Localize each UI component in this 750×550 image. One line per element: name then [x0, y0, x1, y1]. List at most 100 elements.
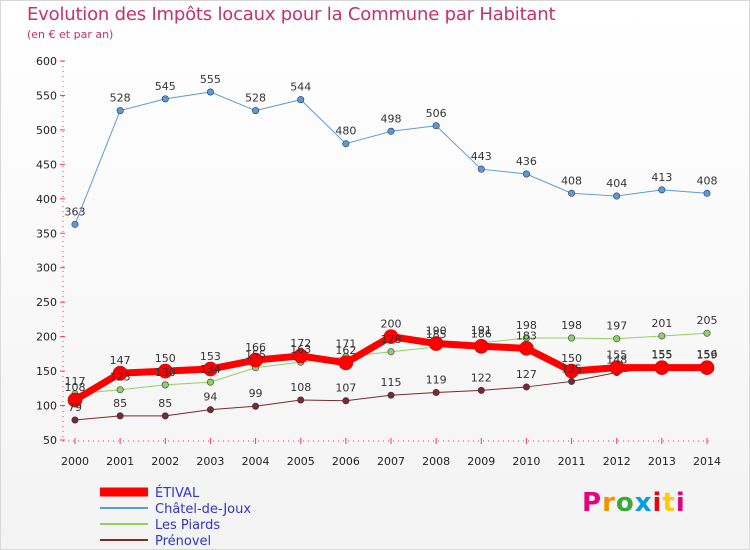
data-label-chatel-de-joux: 408: [697, 174, 718, 187]
data-label-etival: 155: [651, 349, 672, 362]
x-tick-label: 2004: [242, 455, 270, 468]
chart-series: [67, 88, 715, 424]
data-label-les-piards: 130: [155, 366, 176, 379]
data-label-prenovel: 85: [113, 397, 127, 410]
y-tick-label: 100: [36, 400, 57, 413]
data-label-les-piards: 178: [381, 333, 402, 346]
data-point-prenovel: [342, 397, 350, 405]
data-label-chatel-de-joux: 545: [155, 80, 176, 93]
data-point-chatel-de-joux: [206, 88, 214, 96]
data-label-etival: 108: [65, 381, 86, 394]
data-point-etival: [699, 360, 715, 375]
data-point-chatel-de-joux: [297, 96, 305, 104]
y-tick-label: 250: [36, 296, 57, 309]
data-label-chatel-de-joux: 408: [561, 174, 582, 187]
data-label-chatel-de-joux: 528: [110, 92, 131, 105]
data-point-chatel-de-joux: [568, 189, 576, 197]
data-label-etival: 147: [110, 354, 131, 367]
data-label-chatel-de-joux: 544: [290, 81, 311, 94]
chart-value-labels: 363 528 545 555 528 544 480 498 506 443 436 408 404 4…: [65, 73, 718, 414]
data-label-chatel-de-joux: 404: [606, 177, 627, 190]
y-tick-label: 500: [36, 124, 57, 137]
data-point-chatel-de-joux: [477, 165, 485, 173]
data-point-les-piards: [206, 378, 214, 386]
proxiti-logo: Proxiti: [582, 488, 686, 518]
data-point-etival: [428, 336, 444, 351]
data-label-les-piards: 197: [606, 320, 627, 333]
data-label-chatel-de-joux: 413: [651, 171, 672, 184]
data-label-prenovel: 79: [68, 401, 82, 414]
data-label-etival: 150: [155, 352, 176, 365]
data-label-chatel-de-joux: 498: [381, 112, 402, 125]
data-label-etival: 153: [200, 350, 221, 363]
logo-letter: o: [615, 488, 635, 518]
logo-letter: i: [675, 488, 686, 518]
x-tick-label: 2014: [693, 455, 721, 468]
chart-axes: 50 100 150 200 250 300 350 400 450 500 550 600 2000 2…: [36, 55, 721, 468]
data-label-prenovel: 156: [697, 348, 718, 361]
data-label-etival: 166: [245, 341, 266, 354]
data-label-etival: 150: [561, 352, 582, 365]
y-tick-label: 450: [36, 158, 57, 171]
data-label-etival: 186: [471, 327, 492, 340]
chart-title: Evolution des Impôts locaux pour la Comm…: [27, 4, 556, 25]
data-point-etival: [473, 338, 489, 354]
data-point-les-piards: [568, 334, 576, 342]
legend-label-chatel-de-joux: Châtel-de-Joux: [155, 502, 251, 517]
data-label-chatel-de-joux: 480: [335, 125, 356, 138]
data-point-chatel-de-joux: [71, 220, 79, 228]
data-point-chatel-de-joux: [432, 122, 440, 130]
x-tick-label: 2006: [332, 455, 360, 468]
data-label-chatel-de-joux: 436: [516, 155, 537, 168]
data-point-prenovel: [522, 383, 530, 391]
x-tick-label: 2009: [467, 455, 495, 468]
x-tick-label: 2005: [287, 455, 315, 468]
data-point-prenovel: [477, 386, 485, 394]
data-label-chatel-de-joux: 363: [65, 205, 86, 218]
data-point-les-piards: [703, 329, 711, 337]
data-point-etival: [338, 355, 354, 371]
x-tick-label: 2007: [377, 455, 405, 468]
data-point-etival: [564, 363, 579, 379]
logo-letter: r: [602, 488, 616, 518]
data-point-chatel-de-joux: [116, 107, 124, 115]
data-label-les-piards: 205: [697, 314, 718, 327]
data-point-chatel-de-joux: [342, 140, 350, 148]
data-label-les-piards: 185: [426, 328, 447, 341]
data-point-les-piards: [658, 332, 666, 340]
data-point-etival: [157, 363, 173, 379]
data-label-prenovel: 155: [651, 348, 672, 361]
data-label-etival: 155: [606, 349, 627, 362]
y-tick-label: 550: [36, 89, 57, 102]
data-label-les-piards: 155: [245, 349, 266, 362]
data-point-chatel-de-joux: [613, 192, 621, 200]
chart-subtitle: (en € et par an): [27, 28, 114, 41]
x-tick-label: 2011: [558, 455, 586, 468]
data-label-les-piards: 123: [110, 371, 131, 384]
data-label-prenovel: 115: [381, 376, 402, 389]
data-label-les-piards: 201: [651, 317, 672, 330]
data-point-chatel-de-joux: [161, 95, 169, 103]
data-point-chatel-de-joux: [703, 189, 711, 197]
data-label-prenovel: 108: [290, 381, 311, 394]
data-point-etival: [383, 329, 399, 344]
data-point-etival: [609, 360, 625, 375]
x-tick-label: 2000: [61, 455, 89, 468]
data-point-etival: [519, 341, 534, 356]
data-label-chatel-de-joux: 528: [245, 92, 266, 105]
data-label-prenovel: 85: [158, 397, 172, 410]
x-tick-label: 2003: [196, 455, 224, 468]
data-label-les-piards: 191: [471, 324, 492, 337]
data-label-prenovel: 148: [606, 353, 627, 366]
data-point-chatel-de-joux: [387, 127, 395, 135]
y-tick-label: 200: [36, 331, 57, 344]
y-tick-label: 600: [36, 55, 57, 68]
data-point-etival: [67, 392, 83, 408]
data-point-prenovel: [71, 416, 79, 424]
data-point-prenovel: [252, 402, 260, 410]
data-label-etival: 162: [335, 344, 356, 357]
data-point-prenovel: [116, 412, 124, 420]
